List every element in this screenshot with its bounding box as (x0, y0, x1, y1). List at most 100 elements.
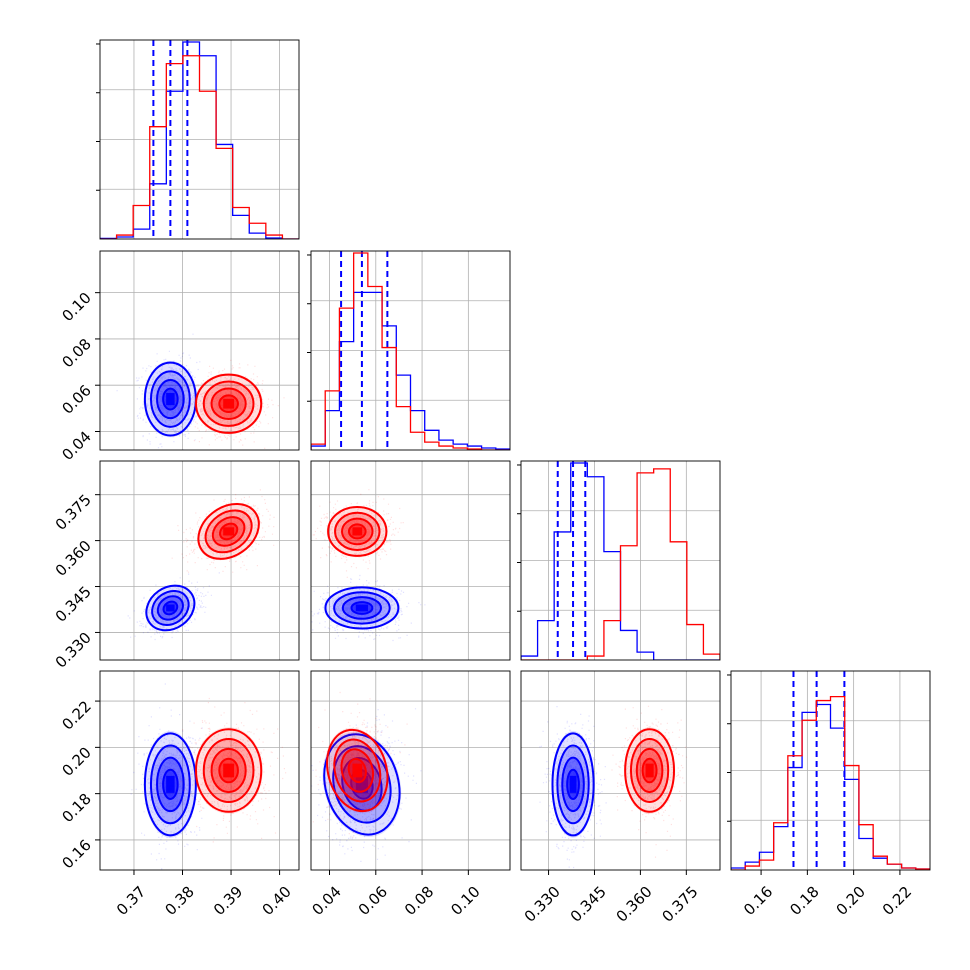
contour-red (211, 516, 246, 547)
y-tick-label: 0.04 (58, 428, 94, 464)
contour-blue (143, 732, 197, 837)
contour-red (635, 747, 664, 794)
contour-blue (566, 768, 580, 800)
panel-frame (310, 670, 511, 871)
density-group (311, 489, 426, 642)
contour-red (202, 738, 255, 803)
contour-red (340, 748, 375, 793)
contour-blue (151, 589, 190, 626)
density-peak-red (352, 527, 363, 536)
scatter-panel-3-0 (99, 670, 300, 871)
scatter-panel-1-0 (99, 250, 300, 451)
contour-red (218, 757, 239, 784)
contour-red (195, 373, 263, 434)
density-peak-red (223, 763, 235, 778)
contour-blue (341, 596, 382, 620)
y-tick-label: 0.18 (58, 790, 94, 826)
x-tick-label: 0.16 (740, 883, 776, 919)
histogram-red (311, 252, 510, 450)
y-tick-label: 0.375 (52, 491, 95, 534)
panel-frame (99, 250, 300, 451)
scatter-panel-3-1 (310, 670, 511, 871)
x-tick-label: 0.04 (308, 883, 344, 919)
contour-blue (324, 586, 400, 630)
histogram-blue (521, 462, 720, 660)
density-peak-blue (355, 775, 368, 793)
contour-red (210, 387, 247, 420)
density-peak-red (223, 398, 235, 409)
contour-red (327, 505, 388, 557)
x-tick-label: 0.06 (355, 883, 391, 919)
histogram-red (100, 55, 299, 239)
x-tick-label: 0.360 (613, 883, 656, 926)
contour-red (333, 738, 382, 803)
panel-frame (310, 250, 511, 451)
contour-red (219, 522, 239, 541)
panel-frame (730, 670, 931, 871)
density-peak-blue (166, 604, 175, 612)
contour-red (641, 757, 658, 784)
diag-panel-0 (96, 39, 300, 240)
x-tick-label: 0.20 (833, 883, 869, 919)
contour-blue (145, 584, 196, 632)
density-peak-blue (355, 604, 368, 612)
histogram-group (100, 40, 299, 239)
histogram-group (521, 461, 720, 660)
panel-frame (310, 460, 511, 661)
density-group (311, 691, 422, 862)
x-tick-label: 0.330 (521, 883, 564, 926)
scatter-points-red (312, 691, 408, 838)
diag-panel-3 (727, 670, 931, 871)
contour-red (202, 380, 255, 427)
contour-blue (162, 387, 179, 411)
contour-red (210, 747, 247, 794)
x-tick-label: 0.345 (567, 883, 610, 926)
x-tick-label: 0.18 (786, 883, 822, 919)
contour-blue (333, 591, 391, 625)
contour-red (629, 738, 670, 803)
panel-frame (99, 39, 300, 240)
histogram-red (521, 468, 720, 660)
contour-blue (561, 756, 585, 813)
diag-panel-2 (517, 460, 721, 661)
contour-blue (149, 370, 191, 428)
y-tick-label: 0.10 (58, 289, 94, 325)
contour-red (195, 728, 263, 813)
contour-blue (149, 744, 191, 825)
density-peak-blue (166, 775, 175, 793)
diag-panel-1 (307, 250, 511, 451)
contour-blue (156, 595, 184, 621)
panel-frame (99, 460, 300, 661)
contour-red (326, 728, 389, 813)
contour-red (204, 509, 253, 554)
histogram-red (731, 695, 930, 870)
y-tick-label: 0.16 (58, 836, 94, 872)
scatter-points-red (171, 489, 275, 573)
panel-frame (520, 670, 721, 871)
y-tick-label: 0.330 (52, 629, 95, 672)
contour-blue (162, 768, 179, 800)
x-tick-label: 0.37 (113, 883, 149, 919)
y-tick-label: 0.360 (52, 537, 95, 580)
y-tick-label: 0.20 (58, 743, 94, 779)
panel-frame (99, 670, 300, 871)
contour-red (624, 728, 676, 813)
density-peak-red (352, 763, 363, 778)
panel-frame (520, 460, 721, 661)
density-group (127, 489, 275, 641)
contour-red (341, 517, 374, 546)
contour-blue (156, 379, 185, 420)
scatter-panel-3-2 (520, 670, 721, 871)
density-peak-blue (166, 393, 175, 406)
y-tick-label: 0.06 (58, 381, 94, 417)
x-tick-label: 0.38 (161, 883, 197, 919)
density-peak-blue (569, 775, 577, 793)
x-tick-label: 0.08 (401, 883, 437, 919)
contour-blue (551, 732, 595, 837)
x-tick-label: 0.22 (879, 883, 915, 919)
histogram-group (731, 671, 930, 870)
density-group (539, 705, 688, 869)
density-peak-red (223, 527, 235, 536)
scatter-panel-2-0 (99, 460, 300, 661)
